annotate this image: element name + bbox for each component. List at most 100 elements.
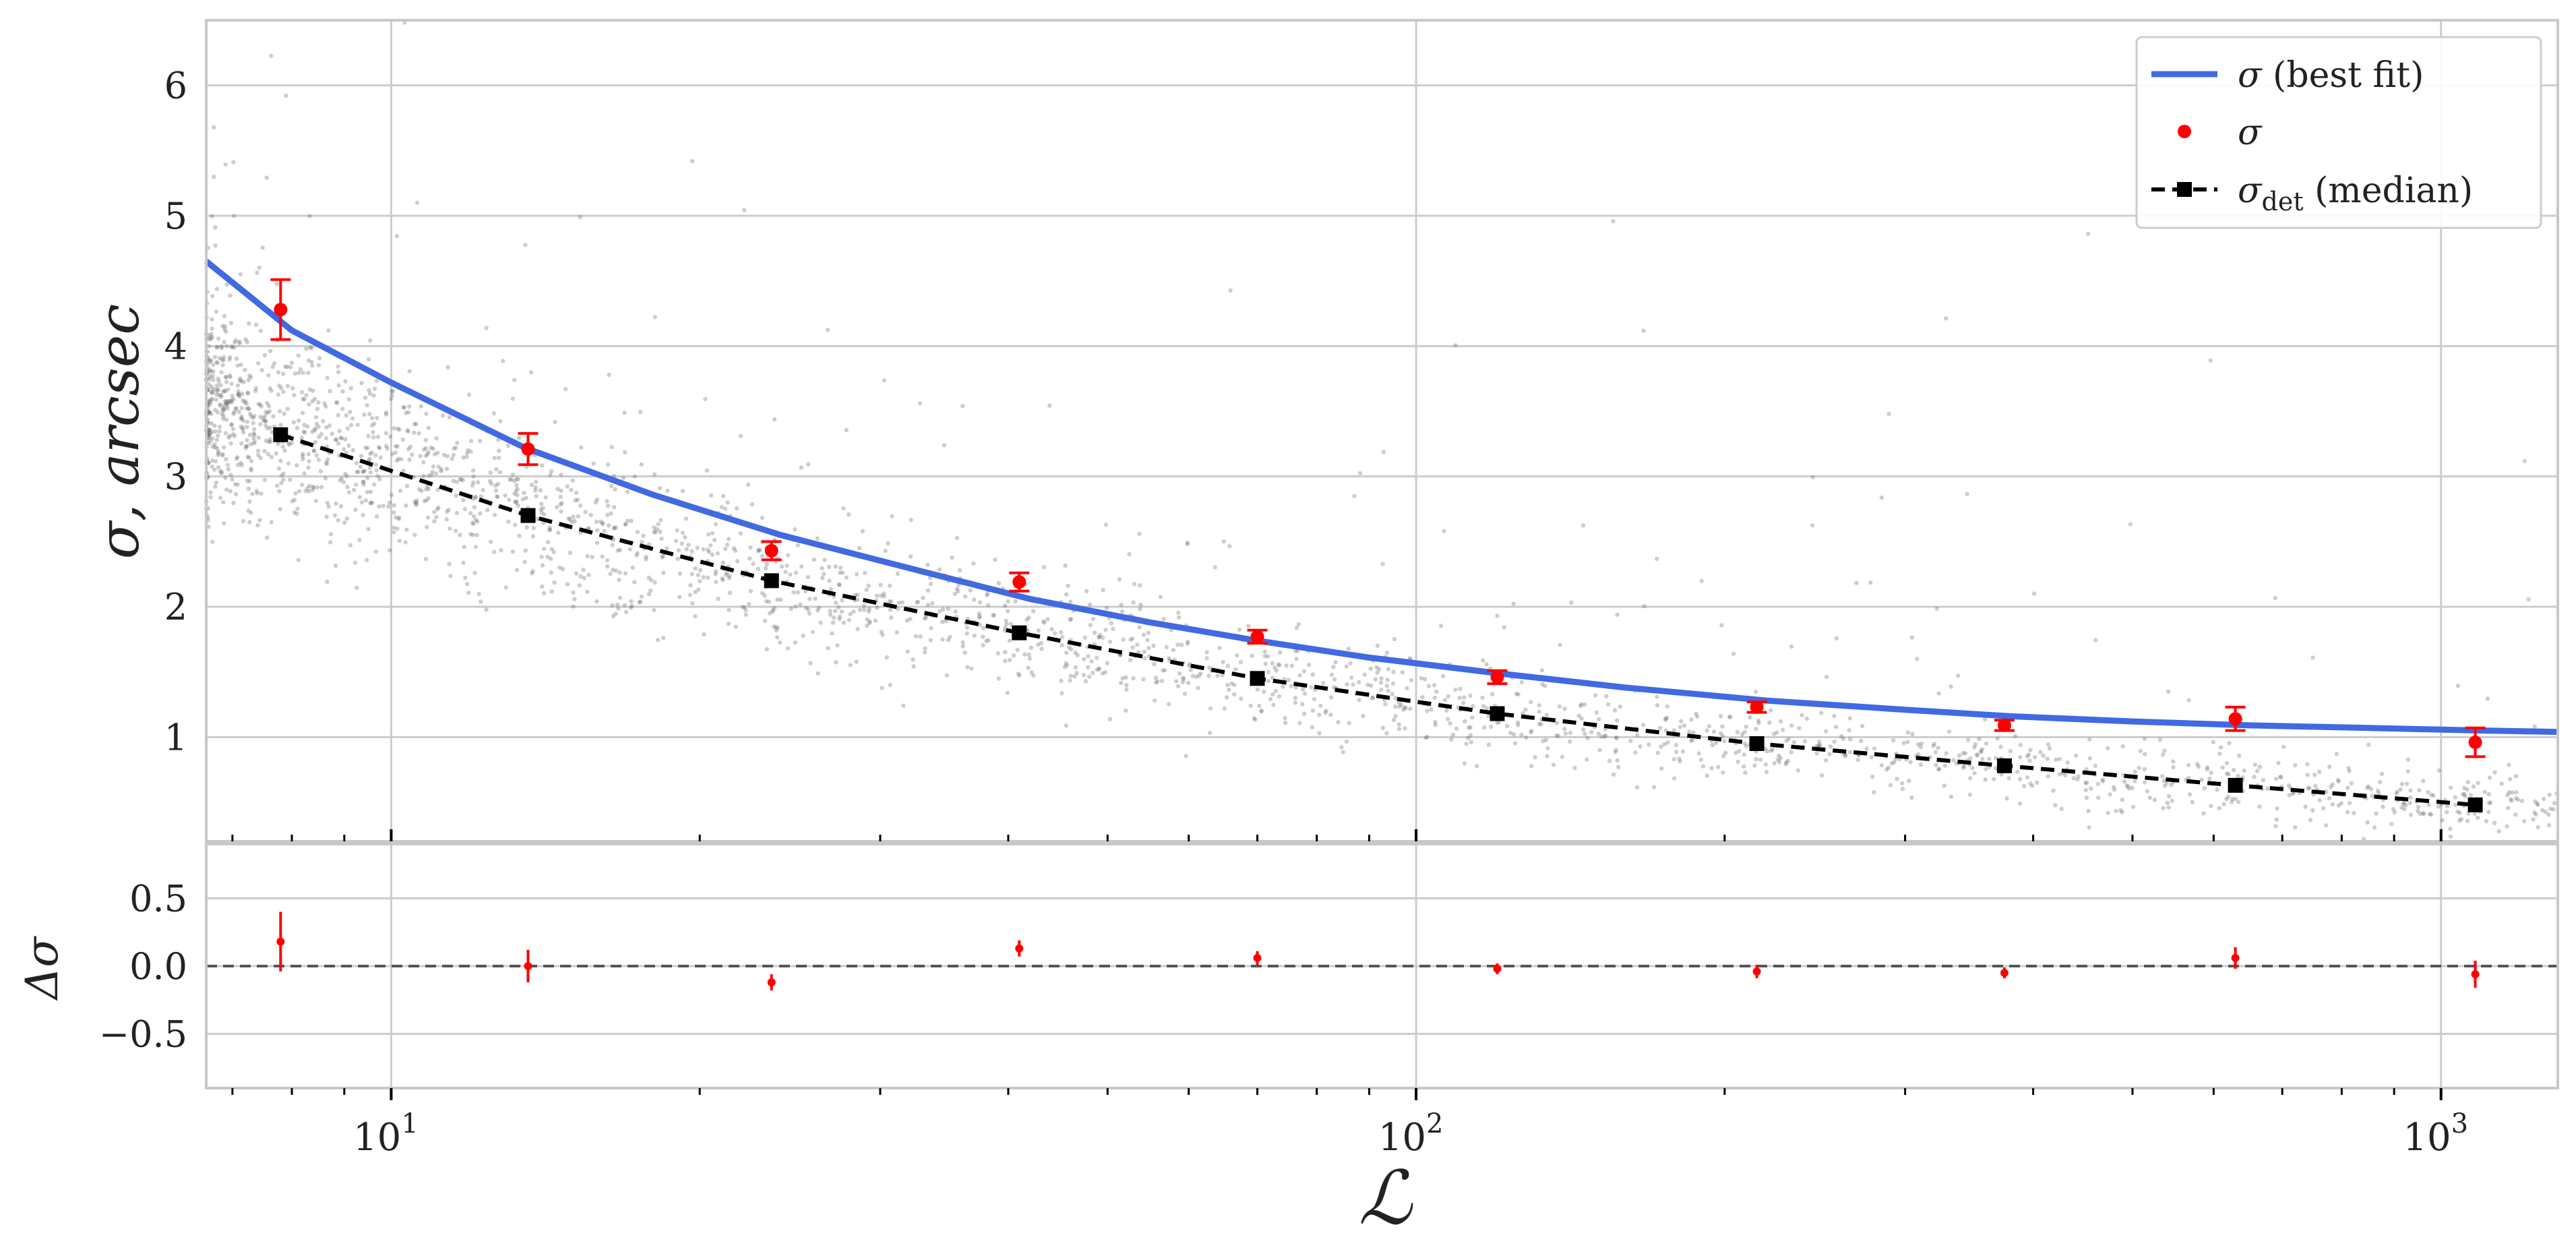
scatter-point xyxy=(220,363,225,367)
scatter-point xyxy=(231,500,236,506)
scatter-point xyxy=(1161,668,1165,673)
scatter-point xyxy=(230,345,235,349)
scatter-point xyxy=(2379,771,2385,777)
scatter-point xyxy=(542,512,547,517)
scatter-point xyxy=(770,607,776,613)
scatter-point xyxy=(594,528,600,533)
scatter-point xyxy=(2221,802,2226,807)
scatter-point xyxy=(295,463,299,468)
scatter-point xyxy=(1031,609,1036,613)
scatter-point xyxy=(540,584,545,589)
scatter-point xyxy=(248,442,253,447)
scatter-point xyxy=(462,545,466,549)
scatter-point xyxy=(424,411,429,417)
scatter-point xyxy=(2226,772,2231,777)
scatter-point xyxy=(372,421,377,426)
scatter-point xyxy=(247,373,252,378)
scatter-point xyxy=(1373,677,1378,682)
scatter-point xyxy=(229,398,234,402)
scatter-point xyxy=(940,620,945,624)
scatter-point xyxy=(713,572,718,576)
scatter-point xyxy=(795,543,800,547)
scatter-point xyxy=(1694,711,1698,717)
scatter-point xyxy=(522,490,526,496)
scatter-point xyxy=(1783,762,1788,767)
scatter-point xyxy=(1083,679,1088,684)
scatter-point xyxy=(247,407,251,411)
scatter-point xyxy=(395,526,400,531)
scatter-point xyxy=(446,365,450,370)
scatter-point xyxy=(1918,744,1923,750)
scatter-point xyxy=(224,329,228,334)
scatter-point xyxy=(424,487,429,491)
scatter-point xyxy=(857,607,863,612)
scatter-point xyxy=(297,418,301,423)
scatter-point xyxy=(2445,804,2450,808)
scatter-point xyxy=(683,535,687,540)
scatter-point xyxy=(2057,756,2062,762)
scatter-point xyxy=(434,436,439,441)
scatter-point xyxy=(227,373,232,378)
scatter-point xyxy=(689,549,694,554)
scatter-point xyxy=(960,404,965,409)
scatter-point xyxy=(1502,625,1506,630)
scatter-point xyxy=(359,454,364,458)
scatter-point xyxy=(1095,667,1099,672)
scatter-point xyxy=(1164,645,1169,650)
scatter-point xyxy=(311,485,316,490)
scatter-point xyxy=(264,438,268,444)
scatter-point xyxy=(510,472,516,477)
scatter-point xyxy=(1504,723,1510,729)
scatter-point xyxy=(1250,653,1254,658)
scatter-point xyxy=(2475,815,2480,820)
scatter-point xyxy=(2374,811,2379,816)
scatter-point xyxy=(257,265,262,270)
scatter-point xyxy=(213,407,218,413)
scatter-point xyxy=(1225,695,1229,700)
scatter-point xyxy=(2445,810,2449,814)
scatter-point xyxy=(206,432,212,438)
scatter-point xyxy=(473,545,479,549)
scatter-point xyxy=(1068,678,1072,683)
scatter-point xyxy=(1132,582,1137,587)
scatter-point xyxy=(1433,719,1438,725)
scatter-point xyxy=(2087,825,2091,830)
scatter-point xyxy=(1175,642,1180,647)
scatter-point xyxy=(1177,615,1182,620)
scatter-point xyxy=(348,543,352,547)
scatter-point xyxy=(214,397,219,402)
scatter-point xyxy=(2513,812,2518,817)
scatter-point xyxy=(1131,676,1136,681)
scatter-point xyxy=(1672,757,1676,762)
scatter-point xyxy=(219,370,224,375)
scatter-point xyxy=(497,448,501,453)
scatter-point xyxy=(336,441,341,446)
scatter-point xyxy=(815,608,820,613)
scatter-point xyxy=(586,572,591,578)
scatter-point xyxy=(223,475,228,480)
scatter-point xyxy=(2257,765,2263,769)
scatter-point xyxy=(290,499,295,504)
scatter-point xyxy=(2138,748,2143,754)
scatter-point xyxy=(2507,790,2511,795)
scatter-point xyxy=(488,470,493,475)
scatter-point xyxy=(1777,760,1782,765)
scatter-point xyxy=(614,568,619,573)
scatter-point xyxy=(785,563,789,568)
scatter-point xyxy=(1633,750,1638,755)
scatter-point xyxy=(2166,794,2172,799)
scatter-point xyxy=(233,491,239,497)
scatter-point xyxy=(247,455,251,460)
scatter-point xyxy=(2405,769,2411,774)
scatter-point xyxy=(1721,770,1725,775)
scatter-point xyxy=(211,362,216,367)
scatter-point xyxy=(220,452,225,456)
scatter-point xyxy=(1554,721,1560,725)
scatter-point xyxy=(350,416,355,421)
scatter-point xyxy=(241,430,246,435)
scatter-point xyxy=(922,650,927,655)
scatter-point xyxy=(1585,757,1589,762)
scatter-point xyxy=(241,518,246,524)
scatter-point xyxy=(1775,757,1781,762)
scatter-point xyxy=(209,332,214,336)
